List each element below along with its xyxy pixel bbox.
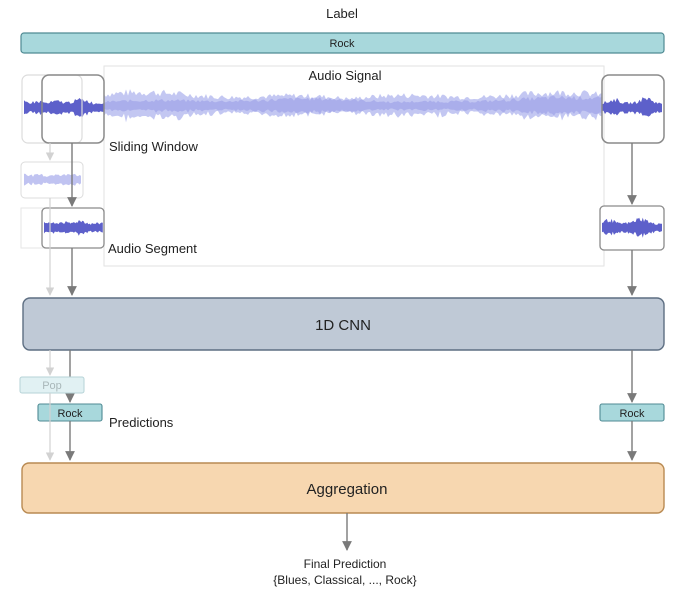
aggregation-block [21,462,665,514]
prediction-faded: Pop [42,380,62,392]
sliding-window-label: Sliding Window [109,139,198,154]
waveform-shape [24,98,104,118]
cnn-block [22,297,665,351]
waveform-shape [602,97,662,117]
final-prediction-title: Final Prediction [304,557,387,571]
prediction-left: Rock [57,408,83,420]
predictions-label: Predictions [109,415,174,430]
label-bar [20,32,665,54]
audio-segment-right-wave [602,217,662,238]
prediction-faded-box [19,376,85,394]
waveform-shape [104,95,602,116]
audio-segment-label: Audio Segment [108,241,197,256]
audio-signal-label: Audio Signal [309,68,382,83]
waveform-shape [602,217,662,238]
cnn-label: 1D CNN [315,317,371,334]
final-prediction-classes: {Blues, Classical, ..., Rock} [273,573,416,587]
label-title: Label [326,6,358,21]
sliding-window-right [601,74,665,144]
aggregation-label: Aggregation [307,481,388,498]
waveform-shape [44,220,103,236]
audio-segment-left-wave [44,220,103,236]
prediction-right: Rock [619,408,645,420]
audio-signal-frame [103,65,605,267]
waveform-shape [24,173,81,186]
label-value: Rock [329,38,355,50]
ghost-segment-wave [24,173,81,186]
sliding-window-left [41,74,105,144]
audio-waveform [24,89,662,123]
ghost-segment-frame [20,161,84,199]
